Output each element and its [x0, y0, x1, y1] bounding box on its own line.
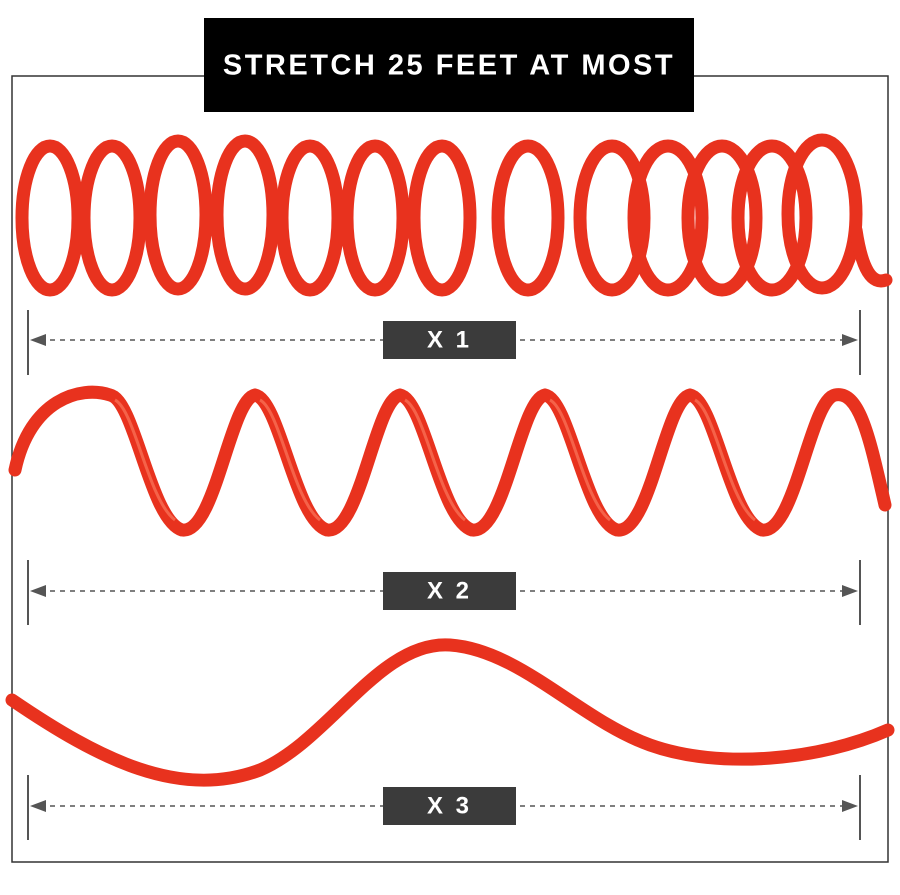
- coil-straight: [5, 638, 895, 787]
- coil-tight: [15, 133, 893, 297]
- measure-2: X 2: [27, 560, 861, 625]
- measure-3: X 3: [27, 775, 861, 840]
- label: X 3: [427, 792, 472, 819]
- label: X 1: [427, 326, 472, 353]
- measure-1: X 1: [27, 310, 861, 375]
- title: STRETCH 25 FEET AT MOST: [223, 50, 675, 82]
- title-box: [204, 18, 694, 112]
- label: X 2: [427, 577, 472, 604]
- coil-medium: [8, 385, 892, 537]
